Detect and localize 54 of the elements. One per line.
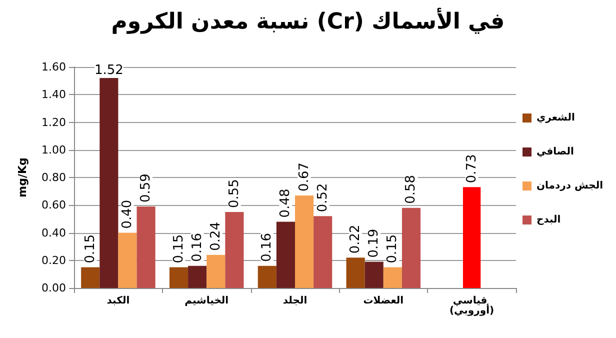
data-label: 0.15: [82, 234, 98, 264]
data-label: 0.24: [208, 222, 224, 251]
data-label: 0.55: [226, 179, 242, 208]
data-label: 1.52: [94, 63, 124, 78]
data-label: 0.48: [278, 188, 294, 218]
bar: [314, 216, 332, 288]
y-tick-label: 0.20: [42, 254, 66, 267]
bar: [100, 78, 118, 288]
y-tick-label: 0.60: [42, 198, 66, 212]
y-axis-title: mg/Kg: [16, 158, 29, 198]
x-tick-label: قياسي (أوروبي): [449, 296, 494, 316]
data-label: 0.16: [190, 232, 205, 262]
y-tick-label: 0.80: [42, 171, 66, 184]
data-label: 0.67: [296, 162, 312, 192]
bar: [169, 267, 188, 288]
bar: [462, 187, 481, 288]
data-label: 0.19: [366, 228, 382, 258]
bar: [81, 267, 100, 288]
data-label: 0.16: [260, 232, 275, 262]
bar: [346, 258, 365, 288]
y-tick-label: 0.00: [42, 282, 66, 294]
data-label: 0.15: [385, 234, 400, 264]
data-label: 0.58: [404, 174, 419, 204]
data-label: 0.52: [315, 183, 330, 212]
bar: [258, 266, 276, 288]
data-label: 0.59: [138, 174, 154, 203]
y-tick-label: 1.40: [42, 88, 66, 102]
x-tick-label: الخياشيم: [184, 296, 229, 306]
chart-title: نسبة معدن الكروم (Cr) في الأسماك: [111, 8, 505, 34]
x-tick-label: العضلات: [363, 296, 404, 306]
x-tick-label: الكبد: [106, 296, 130, 306]
y-tick-label: 1.20: [42, 116, 66, 129]
bar: [136, 206, 156, 288]
data-label: 0.40: [120, 200, 135, 229]
data-label: 0.15: [171, 234, 186, 264]
data-label: 0.22: [348, 224, 364, 254]
legend-label: البدح: [536, 214, 561, 226]
y-tick-label: 0.40: [42, 226, 66, 240]
bar: [206, 254, 226, 288]
bar: [118, 232, 137, 288]
bar: [402, 208, 421, 288]
x-tick-label: الجلد: [282, 296, 308, 306]
bar: [383, 267, 402, 288]
legend-label: الصافي: [536, 146, 574, 158]
bar: [364, 262, 384, 288]
bar: [225, 212, 244, 288]
bar: [295, 195, 314, 288]
legend-label: الشعري: [536, 112, 575, 124]
bar: [188, 266, 207, 288]
y-tick-label: 1.60: [42, 60, 66, 74]
data-label: 0.73: [464, 154, 480, 184]
y-tick-label: 1.00: [42, 143, 66, 156]
bar: [276, 222, 295, 288]
legend-label: الجش دردمان: [536, 180, 604, 192]
